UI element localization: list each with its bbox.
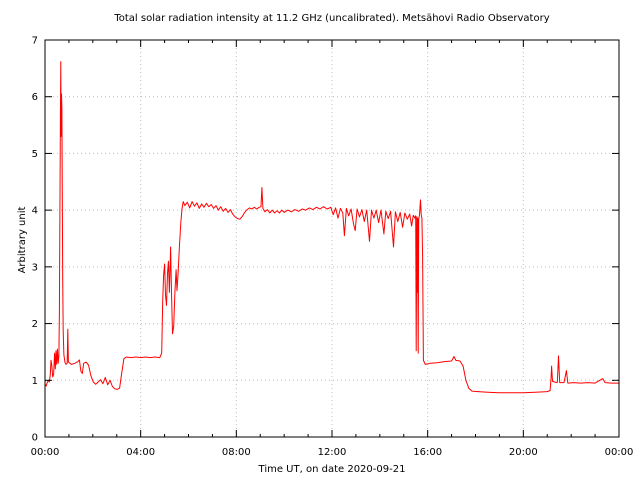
axes-and-ticks [44, 39, 620, 438]
x-tick-label: 20:00 [509, 447, 538, 458]
x-tick-label: 16:00 [413, 447, 442, 458]
chart-title: Total solar radiation intensity at 11.2 … [113, 13, 549, 24]
x-tick-label: 04:00 [126, 447, 155, 458]
tick-labels: 00:00 04:00 08:00 12:00 16:00 20:00 00:00 0 1 2 3 4… [31, 36, 634, 459]
x-tick-label: 00:00 [605, 447, 634, 458]
y-tick-label: 1 [32, 376, 38, 387]
y-tick-label: 6 [32, 92, 38, 103]
x-axis-label: Time UT, on date 2020-09-21 [258, 464, 406, 475]
data-series [44, 61, 620, 394]
y-tick-label: 5 [32, 149, 38, 160]
y-tick-label: 0 [32, 433, 38, 444]
x-tick-label: 08:00 [222, 447, 251, 458]
data-line [44, 61, 620, 394]
y-tick-label: 3 [32, 262, 38, 273]
x-tick-label: 12:00 [318, 447, 347, 458]
y-tick-label: 4 [32, 206, 38, 217]
y-tick-label: 7 [32, 36, 38, 47]
x-tick-label: 00:00 [31, 447, 60, 458]
y-axis-label: Arbitrary unit [17, 207, 28, 274]
y-tick-label: 2 [32, 319, 38, 330]
